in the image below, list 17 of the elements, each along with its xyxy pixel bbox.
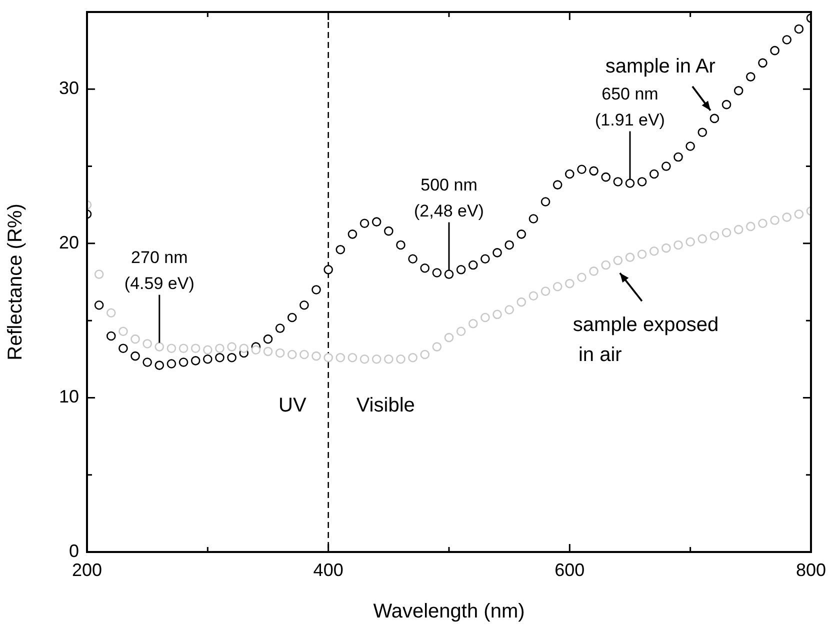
annotation: 270 nm (4.59 eV) [124, 248, 194, 293]
y-tick-label: 10 [58, 386, 79, 407]
x-tick-label: 600 [554, 560, 585, 580]
annotation: sample exposed in air [572, 314, 719, 366]
annotation: 500 nm (2,48 eV) [414, 175, 484, 220]
annotation: Visible [356, 394, 415, 417]
y-axis-title: Reflectance (R%) [4, 204, 27, 360]
y-tick-label: 20 [58, 232, 79, 252]
annotation: 650 nm (1.91 eV) [595, 84, 665, 130]
x-tick-label: 400 [313, 560, 344, 580]
annotation: UV [278, 394, 307, 417]
x-tick-label: 800 [796, 560, 826, 580]
x-tick-label: 200 [72, 560, 102, 580]
x-axis-title: Wavelength (nm) [373, 600, 525, 623]
y-tick-label: 30 [58, 78, 79, 98]
annotation: sample in Ar [605, 55, 716, 78]
y-tick-label: 0 [68, 540, 79, 561]
